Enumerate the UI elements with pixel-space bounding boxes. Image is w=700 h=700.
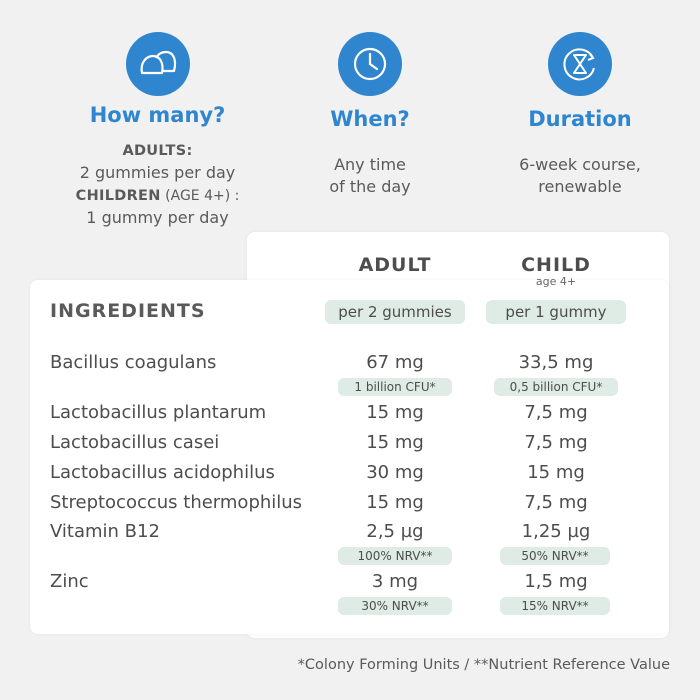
- when-title: When?: [330, 107, 410, 131]
- how-many-title: How many?: [89, 103, 226, 127]
- adults-text: 2 gummies per day: [79, 163, 236, 182]
- when-column: When? Any time of the day: [305, 32, 435, 198]
- gummy-icon: [125, 32, 190, 96]
- hourglass-icon: [548, 32, 612, 96]
- ingredient-name: Zinc: [50, 571, 89, 592]
- footnote: *Colony Forming Units / **Nutrient Refer…: [297, 657, 670, 673]
- duration-title: Duration: [528, 107, 632, 131]
- children-label: CHILDREN: [75, 188, 161, 204]
- when-line1: Any time: [334, 155, 406, 174]
- adult-note: 30% NRV**: [338, 597, 452, 615]
- children-age: (AGE 4+) :: [160, 188, 240, 204]
- how-many-column: How many? ADULTS: 2 gummies per day CHIL…: [60, 32, 255, 229]
- adult-value: 15 mg: [366, 492, 424, 513]
- adults-label: ADULTS:: [122, 143, 193, 159]
- child-value: 33,5 mg: [518, 352, 594, 373]
- adult-value: 67 mg: [366, 352, 424, 373]
- ingredient-name: Lactobacillus plantarum: [50, 402, 267, 423]
- adult-note: 1 billion CFU*: [338, 378, 452, 396]
- child-value: 15 mg: [527, 462, 585, 483]
- child-age-sub: age 4+: [535, 275, 577, 288]
- child-value: 1,5 mg: [524, 571, 588, 592]
- child-value: 7,5 mg: [524, 432, 588, 453]
- ingredient-name: Lactobacillus casei: [50, 432, 220, 453]
- adult-value: 15 mg: [366, 402, 424, 423]
- clock-icon: [338, 32, 402, 96]
- ingredients-label: INGREDIENTS: [50, 300, 206, 322]
- ingredient-name: Bacillus coagulans: [50, 352, 217, 373]
- children-text: 1 gummy per day: [86, 208, 229, 227]
- child-value: 7,5 mg: [524, 402, 588, 423]
- ingredients-panel: [30, 280, 669, 634]
- child-note: 15% NRV**: [500, 597, 610, 615]
- adult-value: 30 mg: [366, 462, 424, 483]
- child-dose-pill: per 1 gummy: [486, 300, 626, 324]
- duration-column: Duration 6-week course, renewable: [505, 32, 655, 198]
- adult-value: 3 mg: [371, 571, 419, 592]
- adult-value: 2,5 µg: [366, 521, 424, 542]
- duration-line2: renewable: [538, 177, 622, 196]
- child-value: 7,5 mg: [524, 492, 588, 513]
- child-note: 50% NRV**: [500, 547, 610, 565]
- when-line2: of the day: [329, 177, 411, 196]
- ingredient-name: Lactobacillus acidophilus: [50, 462, 275, 483]
- duration-line1: 6-week course,: [519, 155, 641, 174]
- child-value: 1,25 µg: [521, 521, 591, 542]
- ingredient-name: Streptococcus thermophilus: [50, 492, 303, 513]
- adult-dose-pill: per 2 gummies: [325, 300, 465, 324]
- child-note: 0,5 billion CFU*: [494, 378, 618, 396]
- adult-header: ADULT: [358, 254, 432, 276]
- adult-note: 100% NRV**: [338, 547, 452, 565]
- adult-value: 15 mg: [366, 432, 424, 453]
- ingredient-name: Vitamin B12: [50, 521, 160, 542]
- child-header: CHILD: [521, 254, 591, 276]
